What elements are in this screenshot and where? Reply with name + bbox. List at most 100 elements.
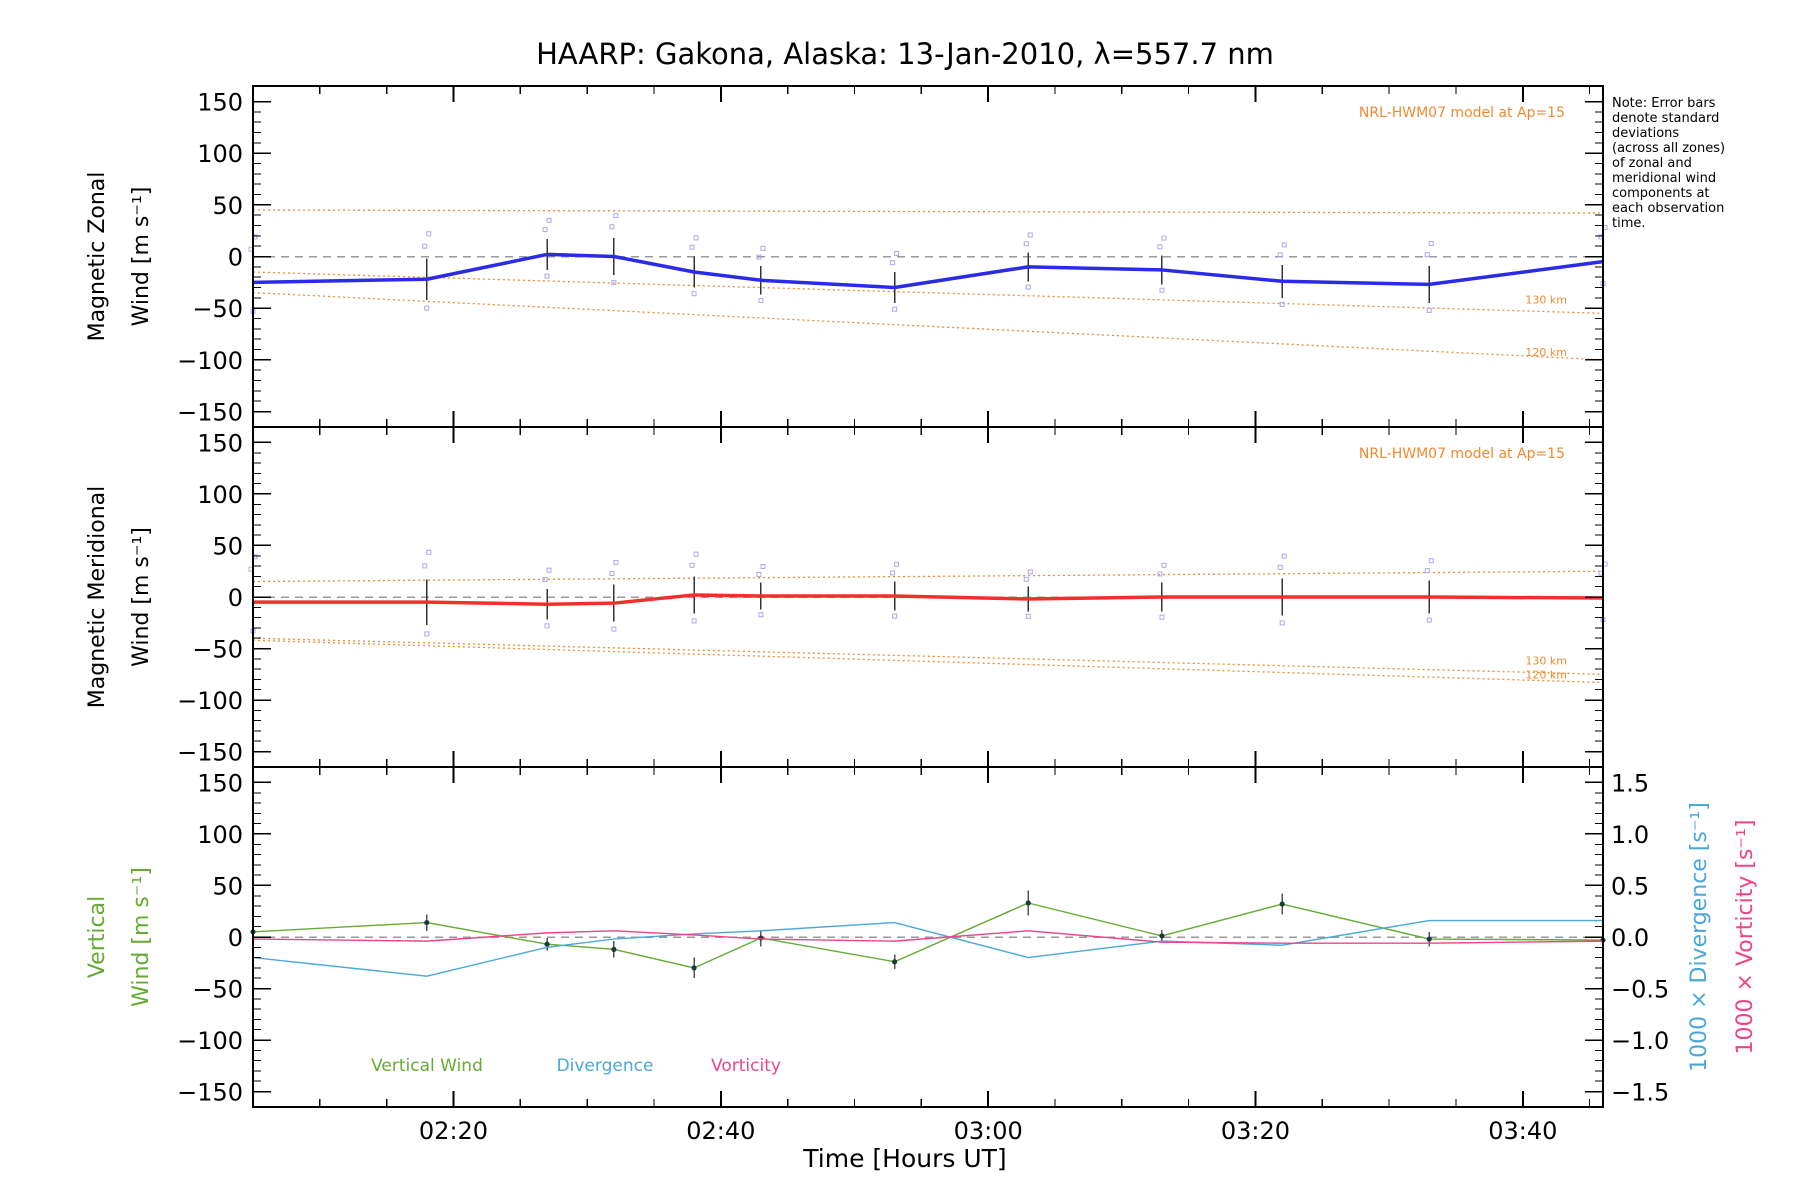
spread-marker — [1426, 617, 1432, 623]
y-tick-label: 0 — [228, 244, 243, 272]
spread-marker — [609, 571, 615, 577]
spread-marker — [892, 613, 898, 619]
model-line — [252, 209, 1604, 214]
spread-marker — [613, 213, 619, 219]
legend-entry: Vertical Wind — [371, 1056, 483, 1076]
y-tick-label: 150 — [197, 429, 243, 457]
y-axis-label-line1: Magnetic Meridional — [85, 486, 110, 708]
spread-marker — [1023, 576, 1029, 582]
spread-marker — [756, 572, 762, 578]
spread-marker — [544, 623, 550, 629]
data-point — [691, 965, 697, 971]
spread-marker — [1424, 252, 1430, 258]
spread-marker — [894, 250, 900, 256]
spread-marker — [758, 298, 764, 304]
spread-marker — [613, 559, 619, 565]
y-axis-label-line1: Magnetic Zonal — [85, 172, 110, 342]
y2-tick-label: −1.5 — [1611, 1079, 1669, 1107]
spread-marker — [691, 291, 697, 297]
model-label: NRL-HWM07 model at Ap=15 — [1359, 105, 1565, 121]
spread-marker — [691, 618, 697, 624]
spread-marker — [1426, 307, 1432, 313]
spread-marker — [890, 570, 896, 576]
note-line: meridional wind — [1612, 171, 1716, 186]
spread-marker — [890, 260, 896, 266]
note-line: of zonal and — [1612, 156, 1692, 171]
model-line — [252, 271, 1604, 314]
spread-marker — [1161, 562, 1167, 568]
series-line — [252, 930, 1604, 944]
error-bar-note: Note: Error bars denote standard deviati… — [1612, 96, 1729, 231]
spread-marker — [894, 561, 900, 567]
data-point — [611, 946, 617, 952]
spread-marker — [1281, 553, 1287, 559]
y-axis-label-line2: Wind [m s⁻¹] — [129, 867, 154, 1007]
spread-marker — [693, 235, 699, 241]
model-line-label: 130 km — [1525, 654, 1567, 667]
y-axis-label-line2: Wind [m s⁻¹] — [129, 527, 154, 667]
data-point — [544, 941, 550, 947]
y2-tick-label: 1.5 — [1611, 769, 1649, 797]
spread-marker — [609, 224, 615, 230]
data-point — [424, 919, 430, 926]
spread-marker — [1281, 242, 1287, 248]
spread-marker — [1027, 232, 1033, 238]
spread-marker — [542, 576, 548, 582]
y-tick-label: −100 — [177, 347, 243, 375]
chart-title: HAARP: Gakona, Alaska: 13-Jan-2010, λ=55… — [536, 37, 1274, 71]
note-line: each observation — [1612, 201, 1724, 216]
model-line — [252, 637, 1604, 675]
data-point — [1025, 900, 1031, 906]
spread-marker — [611, 626, 617, 632]
y-tick-label: −100 — [177, 687, 243, 715]
spread-marker — [1023, 241, 1029, 247]
data-point — [1279, 901, 1285, 907]
spread-marker — [422, 563, 428, 569]
spread-marker — [1424, 568, 1430, 574]
model-line — [252, 292, 1604, 361]
spread-marker — [611, 280, 617, 286]
x-tick-label: 03:00 — [954, 1117, 1023, 1145]
y2-tick-label: 0.5 — [1611, 872, 1649, 900]
spread-marker — [1159, 287, 1165, 293]
y-tick-label: 100 — [197, 821, 243, 849]
spread-marker — [544, 273, 550, 279]
y-tick-label: 0 — [228, 584, 243, 612]
spread-marker — [1277, 252, 1283, 258]
model-line-label: 130 km — [1525, 293, 1567, 306]
y-tick-label: 100 — [197, 140, 243, 168]
spread-marker — [760, 564, 766, 570]
spread-marker — [758, 612, 764, 618]
legend-entry: Vorticity — [711, 1056, 781, 1076]
spread-marker — [1159, 614, 1165, 620]
y-tick-label: 50 — [212, 532, 243, 560]
spread-marker — [892, 306, 898, 312]
spread-marker — [1279, 301, 1285, 307]
spread-marker — [693, 551, 699, 557]
y2-tick-label: −1.0 — [1611, 1027, 1669, 1055]
x-tick-label: 02:20 — [419, 1117, 488, 1145]
spread-marker — [1025, 613, 1031, 619]
y-axis-label-line2: Wind [m s⁻¹] — [129, 187, 154, 327]
spread-marker — [1161, 235, 1167, 241]
y-tick-label: 50 — [212, 192, 243, 220]
series-line — [252, 919, 1603, 977]
note-line: (across all zones) — [1612, 141, 1725, 156]
note-line: time. — [1612, 216, 1646, 231]
x-tick-label: 02:40 — [686, 1117, 755, 1145]
y-tick-label: −50 — [192, 295, 243, 323]
data-point — [891, 959, 898, 965]
spread-marker — [1027, 569, 1033, 575]
spread-marker — [1157, 244, 1163, 250]
note-line: deviations — [1612, 126, 1679, 141]
series-line — [252, 252, 1604, 290]
y-tick-label: −150 — [177, 399, 243, 427]
model-line — [252, 639, 1604, 684]
spread-marker — [1428, 558, 1434, 564]
x-tick-label: 03:20 — [1221, 1117, 1290, 1145]
x-axis-label: Time [Hours UT] — [802, 1144, 1006, 1173]
spread-marker — [424, 631, 430, 637]
spread-marker — [689, 244, 695, 250]
